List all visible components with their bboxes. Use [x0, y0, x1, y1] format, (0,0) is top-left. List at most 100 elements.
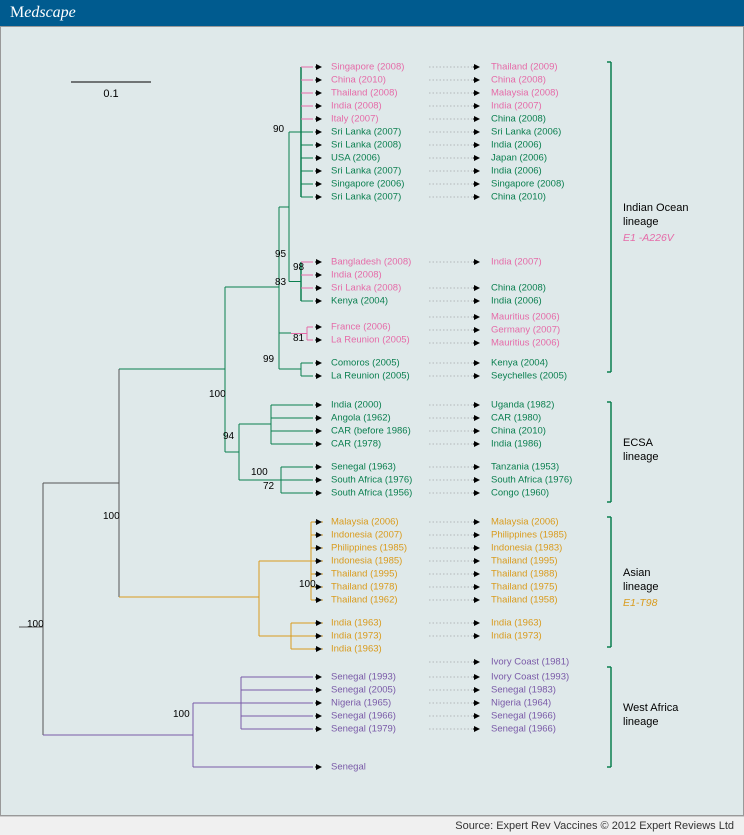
svg-text:India (1963): India (1963): [331, 618, 382, 629]
svg-text:lineage: lineage: [623, 451, 658, 463]
footer-source: Source: Expert Rev Vaccines © 2012 Exper…: [0, 816, 744, 835]
svg-text:Senegal (1963): Senegal (1963): [331, 462, 396, 473]
svg-text:Singapore (2008): Singapore (2008): [331, 62, 404, 73]
svg-text:Thailand (1958): Thailand (1958): [491, 595, 558, 606]
svg-text:India (2000): India (2000): [331, 400, 382, 411]
svg-text:Singapore (2008): Singapore (2008): [491, 179, 564, 190]
svg-text:Uganda (1982): Uganda (1982): [491, 400, 554, 411]
brand-rest: edscape: [24, 4, 76, 21]
svg-text:94: 94: [223, 431, 235, 442]
svg-text:China (2010): China (2010): [491, 192, 546, 203]
svg-text:India (2006): India (2006): [491, 140, 542, 151]
svg-text:Senegal (1966): Senegal (1966): [331, 711, 396, 722]
svg-text:Germany (2007): Germany (2007): [491, 325, 560, 336]
svg-text:Indonesia (2007): Indonesia (2007): [331, 530, 402, 541]
svg-text:lineage: lineage: [623, 581, 658, 593]
svg-text:India (2006): India (2006): [491, 296, 542, 307]
svg-text:lineage: lineage: [623, 716, 658, 728]
svg-text:Senegal (1966): Senegal (1966): [491, 724, 556, 735]
svg-text:Nigeria (1964): Nigeria (1964): [491, 698, 551, 709]
svg-text:Senegal (1966): Senegal (1966): [491, 711, 556, 722]
svg-text:India (1963): India (1963): [491, 618, 542, 629]
svg-text:ECSA: ECSA: [623, 437, 654, 449]
svg-text:Thailand (1962): Thailand (1962): [331, 595, 398, 606]
svg-text:Indonesia (1983): Indonesia (1983): [491, 543, 562, 554]
svg-text:Congo (1960): Congo (1960): [491, 488, 549, 499]
svg-text:95: 95: [275, 249, 287, 260]
svg-text:China (2010): China (2010): [491, 426, 546, 437]
svg-text:India (2007): India (2007): [491, 101, 542, 112]
svg-text:India (1986): India (1986): [491, 439, 542, 450]
svg-text:0.1: 0.1: [103, 88, 118, 100]
tree-svg: 0.1 Singapore (2008) China (2010) Thailand …: [1, 27, 744, 817]
svg-text:Senegal (1979): Senegal (1979): [331, 724, 396, 735]
svg-text:Mauritius (2006): Mauritius (2006): [491, 312, 560, 323]
svg-text:Angola (1962): Angola (1962): [331, 413, 391, 424]
svg-text:Senegal (1983): Senegal (1983): [491, 685, 556, 696]
svg-text:Japan (2006): Japan (2006): [491, 153, 547, 164]
svg-text:Thailand (1995): Thailand (1995): [491, 556, 558, 567]
svg-text:Nigeria (1965): Nigeria (1965): [331, 698, 391, 709]
svg-text:India (2006): India (2006): [491, 166, 542, 177]
svg-text:South Africa (1976): South Africa (1976): [331, 475, 412, 486]
svg-text:83: 83: [275, 277, 287, 288]
svg-text:India (1973): India (1973): [491, 631, 542, 642]
svg-text:France (2006): France (2006): [331, 322, 391, 333]
svg-text:Sri Lanka (2008): Sri Lanka (2008): [331, 283, 401, 294]
svg-text:Senegal (2005): Senegal (2005): [331, 685, 396, 696]
svg-text:Comoros (2005): Comoros (2005): [331, 358, 400, 369]
svg-text:100: 100: [299, 579, 316, 590]
svg-text:Malaysia (2006): Malaysia (2006): [331, 517, 399, 528]
svg-text:Ivory Coast (1993): Ivory Coast (1993): [491, 672, 569, 683]
svg-text:India (2008): India (2008): [331, 270, 382, 281]
svg-text:CAR (before 1986): CAR (before 1986): [331, 426, 411, 437]
svg-text:Kenya (2004): Kenya (2004): [331, 296, 388, 307]
svg-text:South Africa (1956): South Africa (1956): [331, 488, 412, 499]
svg-text:China (2008): China (2008): [491, 114, 546, 125]
svg-text:Bangladesh (2008): Bangladesh (2008): [331, 257, 411, 268]
svg-text:Philippines (1985): Philippines (1985): [331, 543, 407, 554]
svg-text:72: 72: [263, 481, 275, 492]
svg-text:Thailand (2009): Thailand (2009): [491, 62, 558, 73]
svg-text:India (2008): India (2008): [331, 101, 382, 112]
svg-text:100: 100: [27, 619, 44, 630]
svg-text:Singapore (2006): Singapore (2006): [331, 179, 404, 190]
svg-text:E1 -A226V: E1 -A226V: [623, 232, 675, 244]
svg-text:South Africa (1976): South Africa (1976): [491, 475, 572, 486]
svg-text:Sri Lanka (2006): Sri Lanka (2006): [491, 127, 561, 138]
svg-text:Thailand (1995): Thailand (1995): [331, 569, 398, 580]
svg-text:Thailand (1975): Thailand (1975): [491, 582, 558, 593]
svg-text:Kenya (2004): Kenya (2004): [491, 358, 548, 369]
svg-text:81: 81: [293, 333, 305, 344]
svg-text:Indian Ocean: Indian Ocean: [623, 202, 688, 214]
svg-text:China (2010): China (2010): [331, 75, 386, 86]
svg-text:Malaysia (2006): Malaysia (2006): [491, 517, 559, 528]
phylogenetic-tree-chart: 0.1 Singapore (2008) China (2010) Thailand …: [0, 26, 744, 816]
svg-text:China (2008): China (2008): [491, 283, 546, 294]
svg-text:Sri Lanka (2007): Sri Lanka (2007): [331, 127, 401, 138]
svg-text:Ivory Coast (1981): Ivory Coast (1981): [491, 657, 569, 668]
svg-text:China (2008): China (2008): [491, 75, 546, 86]
brand-m: M: [10, 4, 24, 21]
svg-text:Senegal: Senegal: [331, 762, 366, 773]
footer-text: Source: Expert Rev Vaccines © 2012 Exper…: [455, 820, 734, 832]
svg-text:Thailand (1988): Thailand (1988): [491, 569, 558, 580]
svg-text:Sri Lanka (2008): Sri Lanka (2008): [331, 140, 401, 151]
svg-text:Mauritius (2006): Mauritius (2006): [491, 338, 560, 349]
svg-text:100: 100: [209, 389, 226, 400]
svg-text:CAR (1978): CAR (1978): [331, 439, 381, 450]
svg-text:Philippines (1985): Philippines (1985): [491, 530, 567, 541]
svg-text:Indonesia (1985): Indonesia (1985): [331, 556, 402, 567]
svg-text:E1-T98: E1-T98: [623, 597, 658, 609]
svg-text:90: 90: [273, 124, 285, 135]
svg-text:Thailand (1978): Thailand (1978): [331, 582, 398, 593]
svg-text:Tanzania (1953): Tanzania (1953): [491, 462, 559, 473]
svg-text:Malaysia (2008): Malaysia (2008): [491, 88, 559, 99]
svg-text:100: 100: [103, 511, 120, 522]
svg-text:100: 100: [173, 709, 190, 720]
svg-text:98: 98: [293, 262, 305, 273]
svg-text:Thailand (2008): Thailand (2008): [331, 88, 398, 99]
svg-text:India (1973): India (1973): [331, 631, 382, 642]
svg-text:La Reunion (2005): La Reunion (2005): [331, 335, 410, 346]
svg-text:La Reunion (2005): La Reunion (2005): [331, 371, 410, 382]
